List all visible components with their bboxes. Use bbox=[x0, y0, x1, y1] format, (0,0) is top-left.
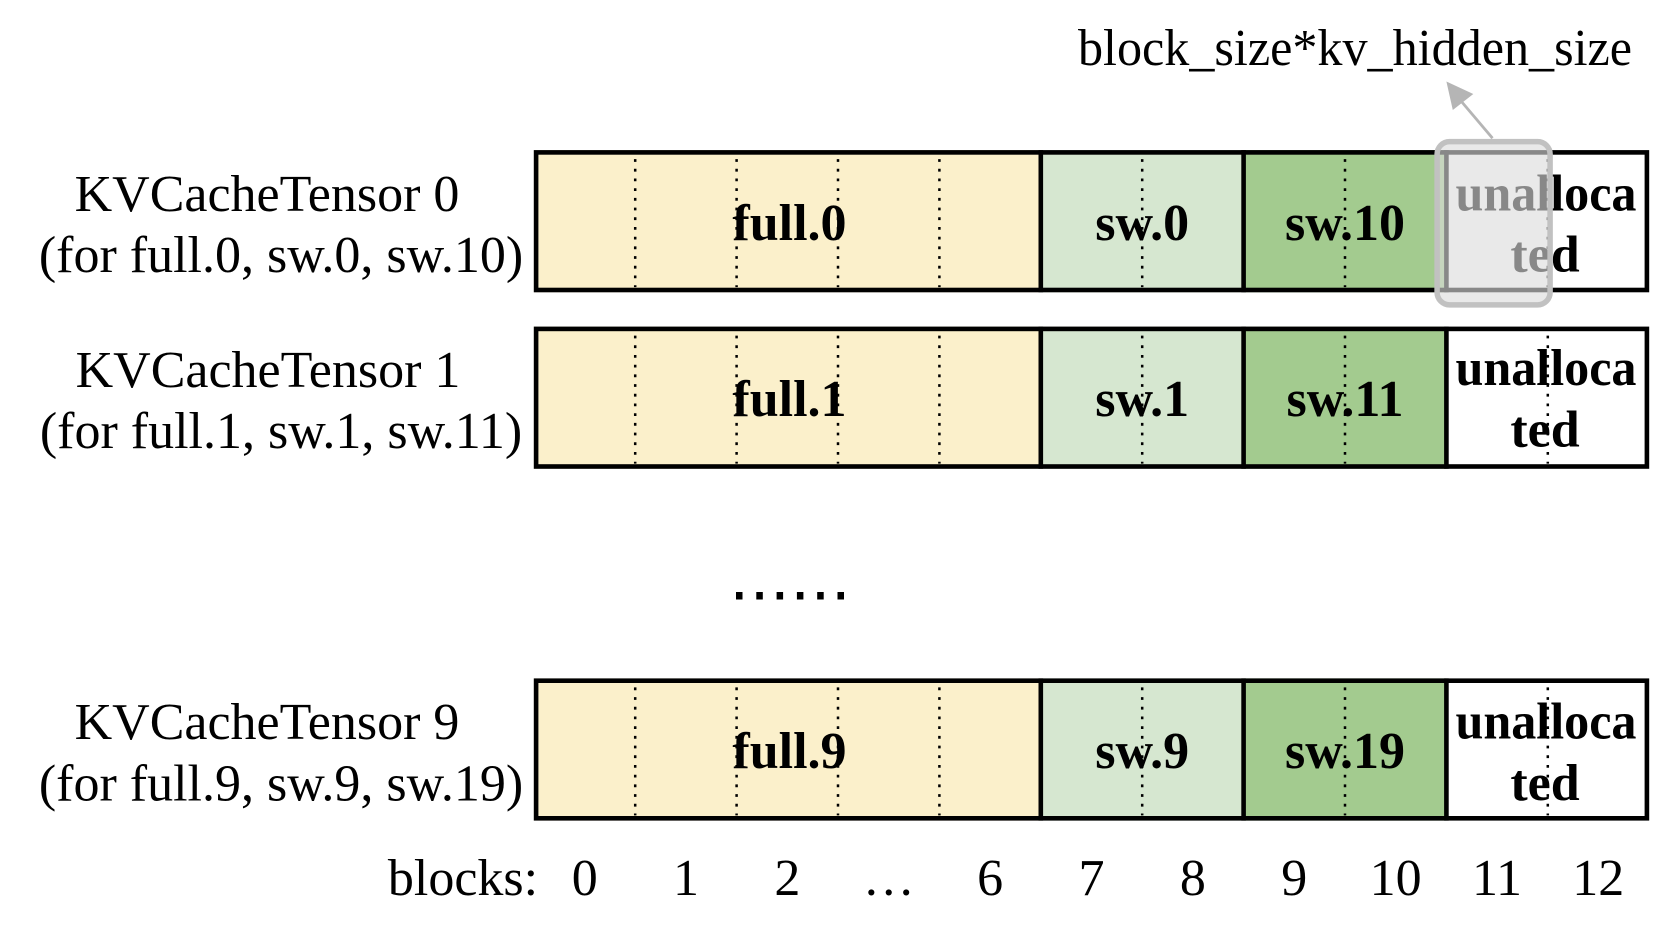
svg-text:KVCacheTensor 1: KVCacheTensor 1 bbox=[76, 342, 461, 399]
svg-text:full.9: full.9 bbox=[732, 723, 846, 780]
svg-text:ted: ted bbox=[1510, 755, 1579, 812]
svg-text:7: 7 bbox=[1079, 850, 1105, 907]
svg-text:full.1: full.1 bbox=[732, 371, 846, 428]
svg-text:(for full.9, sw.9, sw.19): (for full.9, sw.9, sw.19) bbox=[39, 756, 523, 813]
svg-text:12: 12 bbox=[1572, 850, 1624, 907]
svg-text:sw.19: sw.19 bbox=[1285, 723, 1405, 780]
svg-text:KVCacheTensor 9: KVCacheTensor 9 bbox=[75, 694, 460, 751]
svg-text:ted: ted bbox=[1510, 402, 1579, 459]
svg-text:KVCacheTensor 0: KVCacheTensor 0 bbox=[75, 166, 460, 223]
svg-text:…: … bbox=[863, 850, 915, 907]
svg-text:unalloca: unalloca bbox=[1456, 340, 1637, 397]
svg-text:8: 8 bbox=[1180, 850, 1206, 907]
svg-text:(for full.0, sw.0, sw.10): (for full.0, sw.0, sw.10) bbox=[39, 227, 523, 284]
svg-text:full.0: full.0 bbox=[732, 195, 846, 252]
svg-text:unalloca: unalloca bbox=[1456, 694, 1637, 751]
svg-text:0: 0 bbox=[572, 850, 598, 907]
svg-text:11: 11 bbox=[1472, 850, 1522, 907]
svg-text:blocks:: blocks: bbox=[388, 850, 538, 907]
svg-text:sw.10: sw.10 bbox=[1285, 195, 1405, 252]
svg-text:sw.9: sw.9 bbox=[1095, 723, 1189, 780]
svg-text:block_size*kv_hidden_size: block_size*kv_hidden_size bbox=[1078, 20, 1632, 77]
svg-text:2: 2 bbox=[774, 850, 800, 907]
svg-text:sw.11: sw.11 bbox=[1286, 371, 1403, 428]
svg-text:6: 6 bbox=[977, 850, 1003, 907]
svg-text:(for full.1, sw.1, sw.11): (for full.1, sw.1, sw.11) bbox=[40, 403, 522, 460]
svg-text:sw.1: sw.1 bbox=[1095, 371, 1189, 428]
svg-text:10: 10 bbox=[1370, 850, 1422, 907]
svg-text:sw.0: sw.0 bbox=[1095, 195, 1189, 252]
svg-text:1: 1 bbox=[673, 850, 699, 907]
svg-text:9: 9 bbox=[1281, 850, 1307, 907]
